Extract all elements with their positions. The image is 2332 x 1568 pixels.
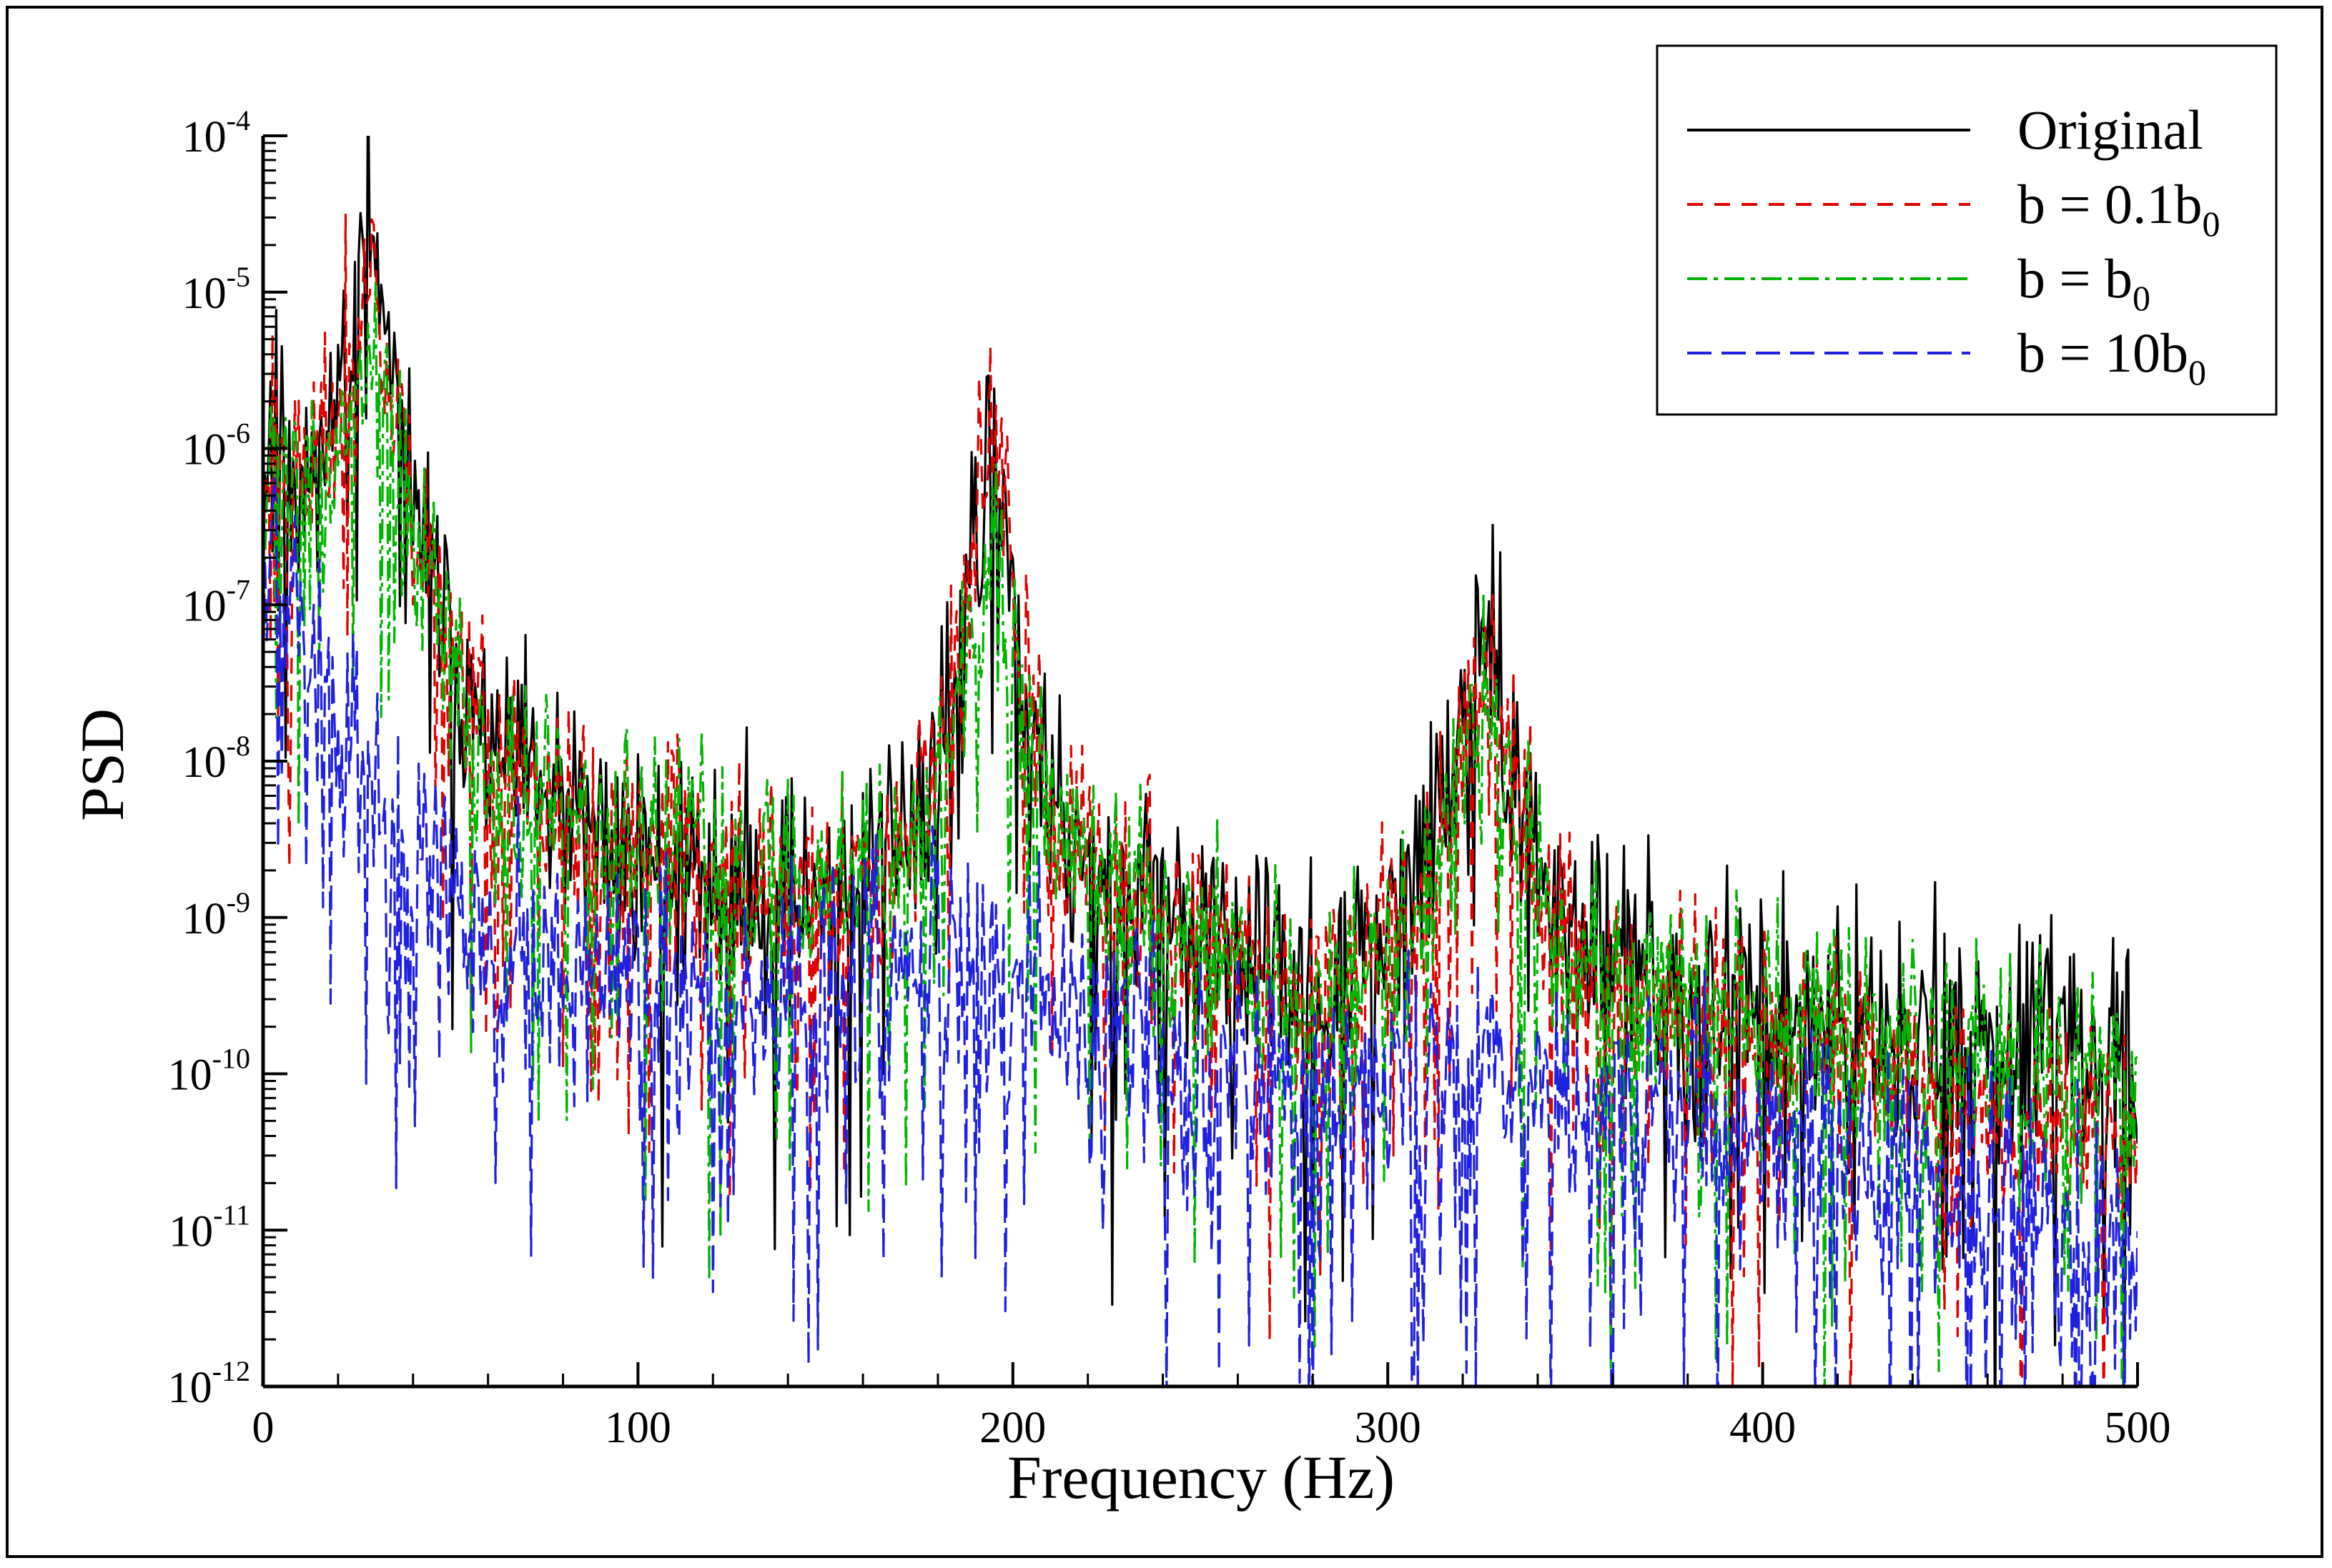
series-line-3 (263, 475, 2138, 1386)
y-tick-label: 10-5 (182, 261, 250, 318)
axes-layer (261, 134, 2139, 1389)
x-tick-label: 100 (605, 1404, 671, 1452)
y-tick-label: 10-12 (168, 1355, 250, 1412)
y-tick-label: 10-7 (182, 573, 250, 630)
legend-label: b = 10b0 (2017, 322, 2206, 392)
x-tick-label: 500 (2105, 1404, 2171, 1452)
tick-labels: 0 100 200 300 400 500 10-4 10-5 10-6 10-7 10-8 10-9… (168, 104, 2171, 1452)
series-layer (263, 136, 2138, 1386)
figure-frame (6, 6, 2323, 1558)
legend-label: b = b0 (2017, 247, 2150, 318)
y-tick-label: 10-8 (182, 730, 250, 787)
y-tick-label: 10-9 (182, 886, 250, 943)
series-line-1 (263, 213, 2138, 1386)
x-axis-title: Frequency (Hz) (1007, 1443, 1395, 1512)
y-tick-label: 10-4 (182, 104, 250, 162)
x-tick-label: 300 (1355, 1404, 1421, 1452)
legend-label: Original (2017, 99, 2203, 161)
y-tick-label: 10-10 (168, 1043, 250, 1100)
legend-label: b = 0.1b0 (2017, 173, 2220, 244)
y-tick-label: 10-11 (169, 1199, 250, 1256)
y-axis-title: PSD (68, 708, 137, 821)
y-tick-label: 10-6 (182, 417, 250, 475)
series-line-2 (263, 282, 2138, 1386)
x-tick-label: 400 (1729, 1404, 1796, 1452)
x-tick-label: 200 (979, 1404, 1046, 1452)
x-tick-label: 0 (252, 1404, 275, 1452)
